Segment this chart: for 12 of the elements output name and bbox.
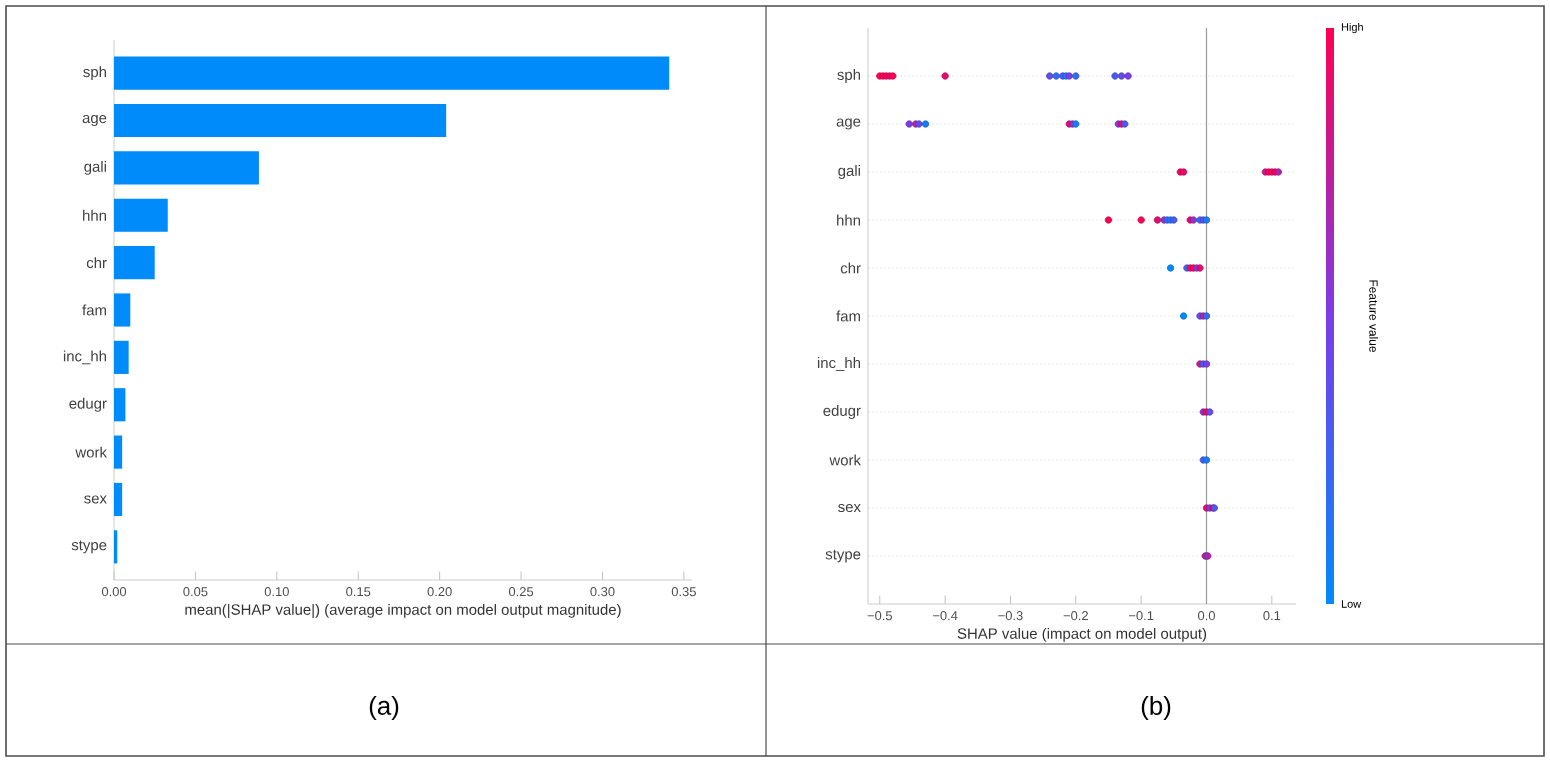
text: (a) (369, 695, 399, 721)
bar (114, 482, 123, 517)
bar (114, 340, 129, 374)
bar (114, 151, 259, 185)
bar (114, 388, 126, 422)
bar (114, 198, 168, 232)
bar (114, 246, 155, 280)
bar (114, 293, 131, 327)
text: (b) (1141, 695, 1171, 721)
bar (114, 435, 123, 469)
bar (114, 56, 670, 90)
bar (114, 103, 447, 138)
